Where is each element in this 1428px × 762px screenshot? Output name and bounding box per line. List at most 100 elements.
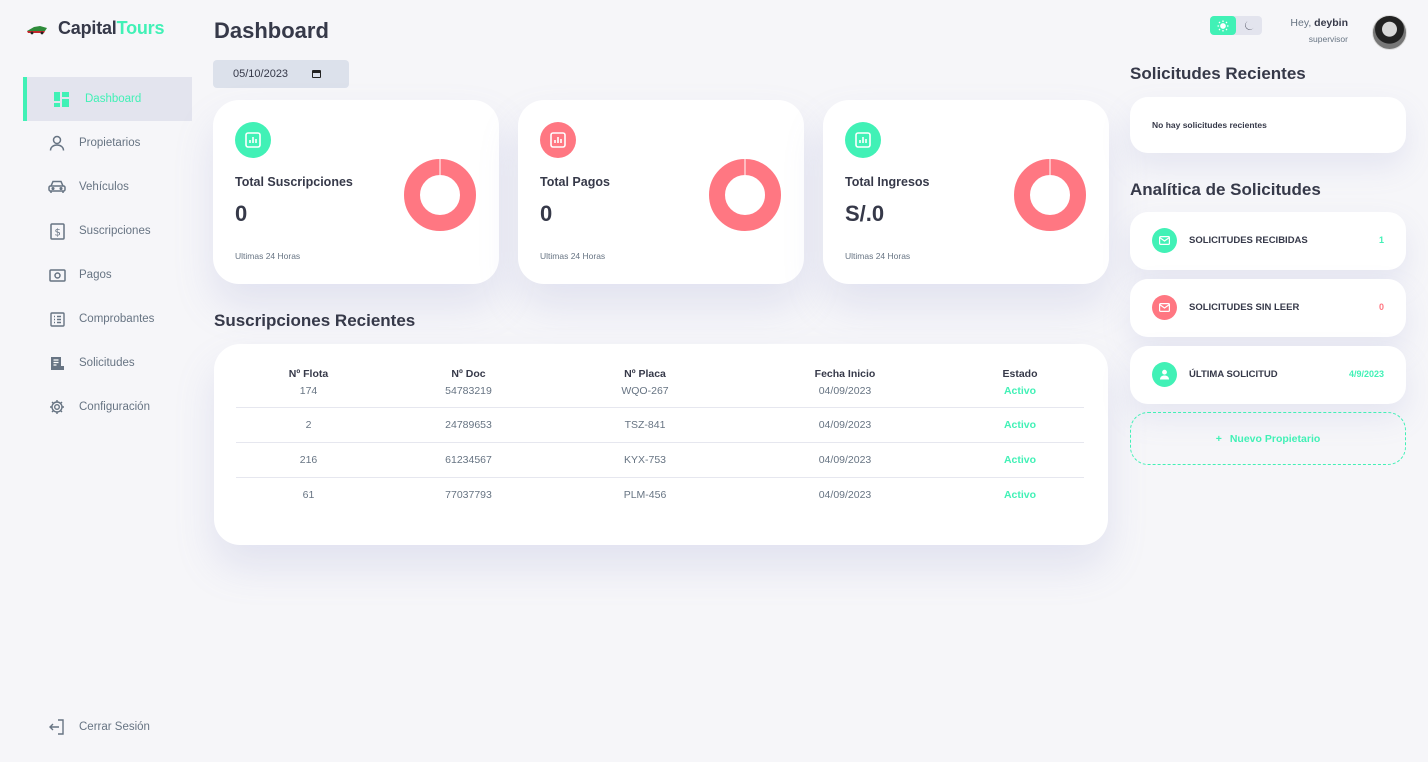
- column-header: Nº Doc: [451, 368, 486, 380]
- grid-icon: [52, 90, 70, 108]
- sidebar-item-label: Solicitudes: [79, 357, 135, 369]
- user-info: Hey, deybin supervisor: [1290, 17, 1348, 44]
- svg-text:$: $: [54, 227, 60, 238]
- brand-name: CapitalTours: [58, 18, 165, 38]
- money-icon: [48, 266, 66, 284]
- sidebar-item-label: Propietarios: [79, 137, 141, 149]
- list-icon: [48, 310, 66, 328]
- mail-icon: [1152, 228, 1177, 253]
- chart-icon: [845, 122, 881, 158]
- sidebar-item-logout[interactable]: Cerrar Sesión: [0, 705, 192, 749]
- stat-last-request[interactable]: ÚLTIMA SOLICITUD 4/9/2023: [1130, 346, 1406, 404]
- table-row[interactable]: 216 61234567 KYX-753 04/09/2023 Activo: [236, 442, 1084, 478]
- person-icon: [48, 134, 66, 152]
- stat-label: SOLICITUDES SIN LEER: [1189, 302, 1300, 313]
- column-header: Nº Placa: [624, 368, 666, 380]
- calendar-icon[interactable]: [312, 70, 322, 78]
- analytics-title: Analítica de Solicitudes: [1130, 180, 1321, 199]
- date-input[interactable]: 05/10/2023: [213, 60, 349, 88]
- cell-doc: 54783219: [381, 384, 556, 408]
- plus-icon: +: [1215, 432, 1222, 445]
- chart-icon: [540, 122, 576, 158]
- stat-label: ÚLTIMA SOLICITUD: [1189, 369, 1278, 380]
- document-icon: [48, 354, 66, 372]
- user-name: deybin: [1314, 17, 1348, 29]
- date-value: 05/10/2023: [233, 68, 289, 80]
- cell-flota: 61: [302, 488, 315, 501]
- cell-placa: TSZ-841: [556, 407, 734, 443]
- progress-donut: [1014, 159, 1086, 231]
- moon-icon[interactable]: [1236, 16, 1262, 35]
- recent-subscriptions-table: Nº Flota Nº Doc Nº Placa Fecha Inicio Es…: [214, 344, 1108, 545]
- table-row[interactable]: 2 24789653 TSZ-841 04/09/2023 Activo: [236, 407, 1084, 443]
- cell-estado: Activo: [956, 442, 1084, 478]
- sidebar-item-suscripciones[interactable]: $ Suscripciones: [0, 209, 192, 253]
- sidebar-item-propietarios[interactable]: Propietarios: [0, 121, 192, 165]
- stat-label: SOLICITUDES RECIBIDAS: [1189, 235, 1308, 246]
- card-total-ingresos: Total Ingresos S/.0 Ultimas 24 Horas: [823, 100, 1109, 284]
- sidebar-item-label: Comprobantes: [79, 313, 155, 325]
- sidebar-item-pagos[interactable]: Pagos: [0, 253, 192, 297]
- sidebar-item-label: Configuración: [79, 401, 150, 413]
- cell-flota: 174: [236, 384, 381, 408]
- brand-logo[interactable]: CapitalTours: [26, 18, 164, 39]
- card-title: Total Ingresos: [845, 175, 930, 189]
- logout-icon: [48, 718, 66, 736]
- receipt-icon: $: [48, 222, 66, 240]
- person-icon: [1152, 362, 1177, 387]
- cell-fecha: 04/09/2023: [734, 407, 956, 443]
- card-subtitle: Ultimas 24 Horas: [845, 251, 911, 261]
- cell-placa: WQO-267: [556, 384, 734, 408]
- car-icon: [48, 178, 66, 196]
- stat-value: 0: [1378, 302, 1384, 312]
- theme-toggle[interactable]: [1210, 16, 1262, 35]
- sidebar-item-vehiculos[interactable]: Vehículos: [0, 165, 192, 209]
- sidebar-item-comprobantes[interactable]: Comprobantes: [0, 297, 192, 341]
- card-value: S/.0: [845, 201, 885, 226]
- sidebar-item-label: Pagos: [79, 269, 112, 281]
- cell-flota: 216: [236, 442, 381, 478]
- table-row[interactable]: 174 54783219 WQO-267 04/09/2023 Activo: [236, 384, 1084, 408]
- mail-icon: [1152, 295, 1177, 320]
- progress-donut: [404, 159, 476, 231]
- sidebar-item-configuracion[interactable]: Configuración: [0, 385, 192, 429]
- sidebar-item-label: Suscripciones: [79, 225, 151, 237]
- card-title: Total Pagos: [540, 175, 610, 189]
- recent-subscriptions-title: Suscripciones Recientes: [214, 311, 416, 330]
- chart-icon: [235, 122, 271, 158]
- sun-icon[interactable]: [1210, 16, 1236, 35]
- cell-flota: 2: [236, 407, 381, 443]
- sidebar-item-label: Dashboard: [85, 93, 142, 105]
- cell-placa: PLM-456: [623, 488, 667, 501]
- stat-received[interactable]: SOLICITUDES RECIBIDAS 1: [1130, 212, 1406, 270]
- new-owner-button[interactable]: + Nuevo Propietario: [1130, 412, 1406, 465]
- sidebar-item-solicitudes[interactable]: Solicitudes: [0, 341, 192, 385]
- sidebar-item-dashboard[interactable]: Dashboard: [23, 77, 192, 121]
- table-header-row: Nº Flota Nº Doc Nº Placa Fecha Inicio Es…: [236, 364, 1084, 384]
- cell-doc: 77037793: [445, 488, 492, 501]
- card-total-suscripciones: Total Suscripciones 0 Ultimas 24 Horas: [213, 100, 499, 284]
- bus-logo-icon: [27, 25, 47, 34]
- recent-requests-title: Solicitudes Recientes: [1130, 64, 1306, 83]
- user-role: supervisor: [1308, 34, 1348, 44]
- logout-button[interactable]: Cerrar Sesión: [0, 705, 192, 749]
- page-title: Dashboard: [214, 18, 329, 43]
- logout-label: Cerrar Sesión: [79, 721, 150, 733]
- card-total-pagos: Total Pagos 0 Ultimas 24 Horas: [518, 100, 804, 284]
- card-subtitle: Ultimas 24 Horas: [235, 251, 301, 261]
- gear-icon: [48, 398, 66, 416]
- cell-fecha: 04/09/2023: [734, 442, 956, 478]
- card-value: 0: [235, 201, 248, 226]
- recent-requests-panel: No hay solicitudes recientes: [1130, 97, 1406, 153]
- avatar[interactable]: [1372, 15, 1407, 50]
- stat-unread[interactable]: SOLICITUDES SIN LEER 0: [1130, 279, 1406, 337]
- cell-estado: Activo: [956, 407, 1084, 443]
- stat-value: 1: [1378, 235, 1384, 245]
- empty-requests-message: No hay solicitudes recientes: [1152, 120, 1267, 130]
- table-row[interactable]: 61 77037793 PLM-456 04/09/2023 Activo: [236, 477, 1084, 512]
- cell-doc: 24789653: [381, 407, 556, 443]
- progress-donut: [709, 159, 781, 231]
- column-header: Fecha Inicio: [814, 368, 876, 380]
- sidebar-item-label: Vehículos: [79, 181, 129, 193]
- cell-estado: Activo: [956, 384, 1084, 408]
